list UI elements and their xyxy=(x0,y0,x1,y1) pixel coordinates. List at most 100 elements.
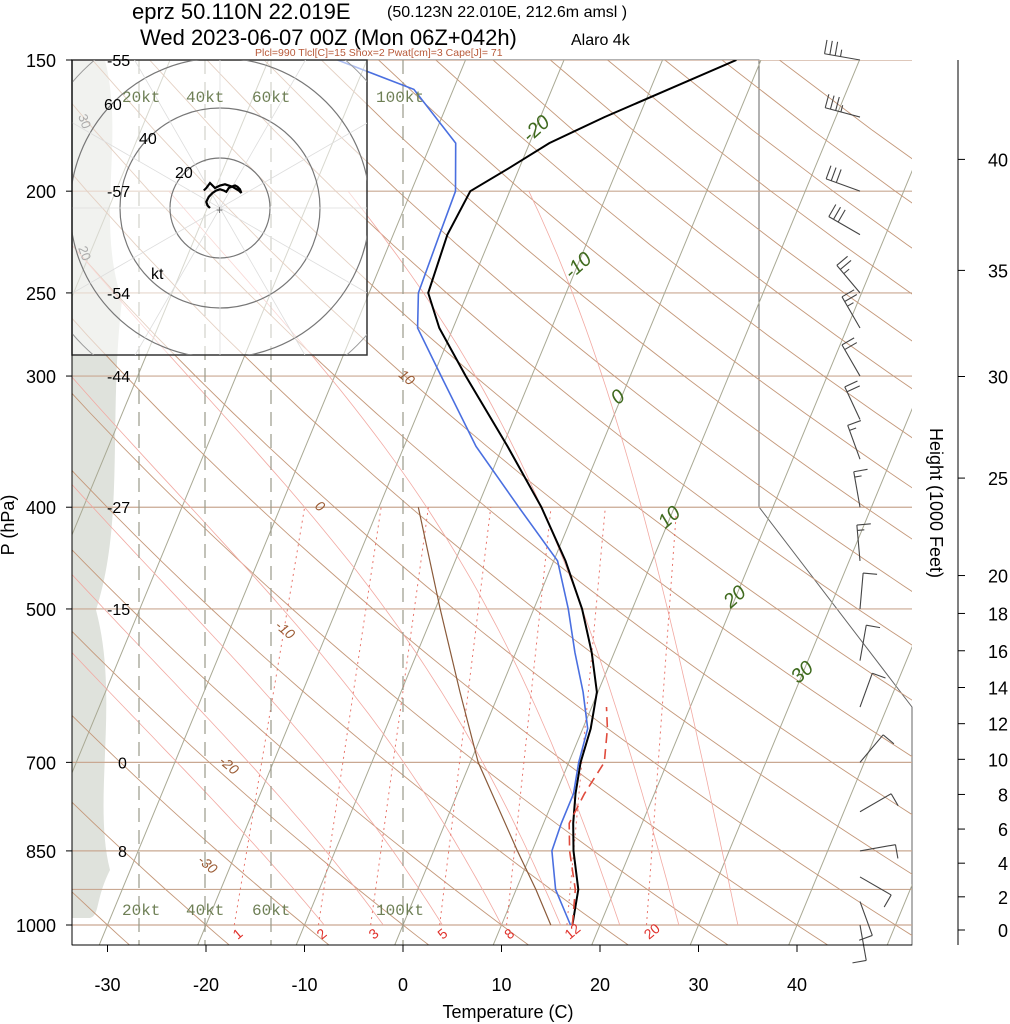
sounding-profiles xyxy=(337,60,737,926)
barb-staff xyxy=(859,673,873,708)
pressure-tick-label: 200 xyxy=(26,182,56,202)
chart-title-location: (50.123N 22.010E, 212.6m amsl ) xyxy=(387,4,627,21)
height-tick-label: 16 xyxy=(988,642,1008,662)
wind-barb xyxy=(844,380,861,420)
bottom-speed-label: 100kt xyxy=(376,902,424,920)
barb-half-flag xyxy=(854,475,862,478)
x-tick-label: 30 xyxy=(688,975,708,995)
barb-staff xyxy=(859,734,884,763)
barb-flag xyxy=(835,96,840,111)
barb-flag xyxy=(837,209,846,223)
barb-flag xyxy=(841,289,855,298)
x-tick-label: -10 xyxy=(291,975,317,995)
mixing-ratio-line xyxy=(233,507,306,926)
barb-flag xyxy=(844,294,858,302)
height-tick-label: 4 xyxy=(998,854,1008,874)
hodograph-ring-label: 20 xyxy=(175,165,193,182)
barb-flag xyxy=(853,468,868,473)
bottom-speed-label: 40kt xyxy=(186,902,224,920)
moist-adiabat-line xyxy=(168,190,621,926)
dry-adiabat-line xyxy=(0,0,32,947)
wind-barb xyxy=(828,204,861,236)
wind-barb xyxy=(859,572,878,610)
barb-flag xyxy=(824,39,828,54)
dry-adiabat-line xyxy=(377,60,912,489)
mixing-ratio-line xyxy=(317,507,382,926)
wind-barb xyxy=(859,734,895,763)
barb-half-flag xyxy=(839,49,843,57)
hodograph-unit-label: kt xyxy=(151,266,164,283)
dry-adiabat-line xyxy=(72,801,230,945)
barb-staff xyxy=(856,525,861,561)
pressure-tick-label: 850 xyxy=(26,842,56,862)
isotherm-line xyxy=(197,60,565,945)
barb-staff xyxy=(859,901,873,936)
isotherm-line xyxy=(591,169,912,945)
isotherm-line xyxy=(394,60,762,945)
hodograph-top-speed-label: 20kt xyxy=(122,89,160,107)
bottom-speed-label: 60kt xyxy=(252,902,290,920)
bottom-speed-label: 20kt xyxy=(122,902,160,920)
dry-adiabat-line xyxy=(149,60,912,701)
height-tick-label: 30 xyxy=(988,367,1008,387)
mixing-ratio-line xyxy=(646,507,678,926)
level-temp-label: -54 xyxy=(107,286,130,303)
level-temp-label: 8 xyxy=(118,844,127,861)
wind-barb xyxy=(859,624,881,661)
dry-adiabat-line xyxy=(263,60,912,592)
pressure-tick-label: 700 xyxy=(26,753,56,773)
barb-flag xyxy=(847,420,862,426)
x-tick-label: 10 xyxy=(491,975,511,995)
barb-flag xyxy=(841,337,855,346)
hodograph-top-speed-label: 60kt xyxy=(252,89,290,107)
barb-flag xyxy=(833,206,841,220)
dry-adiabat-line xyxy=(320,60,912,540)
barb-flag xyxy=(836,255,848,266)
wind-barb xyxy=(859,793,899,813)
barb-half-flag xyxy=(843,268,850,275)
moist-adiabat-line xyxy=(72,483,443,926)
hodograph-trace xyxy=(203,181,243,209)
isotherm-line xyxy=(788,645,912,945)
barb-flag xyxy=(844,380,858,388)
barb-flag xyxy=(856,523,871,526)
series-dry-adiabat xyxy=(417,507,552,926)
barb-flag xyxy=(835,169,842,183)
height-tick-label: 12 xyxy=(988,715,1008,735)
wind-barb xyxy=(841,289,861,329)
x-tick-label: 0 xyxy=(398,975,408,995)
height-tick-label: 25 xyxy=(988,469,1008,489)
wind-barb xyxy=(847,420,862,460)
barb-staff xyxy=(859,573,864,610)
mixing-ratio-line xyxy=(370,507,429,926)
height-tick-label: 2 xyxy=(998,888,1008,908)
hodograph-origin-mark: + xyxy=(216,203,223,217)
wind-barb xyxy=(836,255,861,294)
dry-adiabat-line xyxy=(72,549,530,945)
barb-staff xyxy=(844,386,861,420)
barb-flag xyxy=(852,959,867,964)
dry-adiabat-line xyxy=(435,60,912,439)
series-temperature xyxy=(427,60,737,926)
wind-barb xyxy=(825,165,861,192)
barb-flag xyxy=(829,95,835,110)
hodograph-spoke xyxy=(219,207,306,355)
height-tick-label: 20 xyxy=(988,567,1008,587)
hodograph-top-speed-label: 100kt xyxy=(376,89,424,107)
height-tick-label: 10 xyxy=(988,750,1008,770)
hodograph-spoke xyxy=(72,122,221,209)
moist-adiabat-line xyxy=(72,652,325,926)
moist-adiabat-line xyxy=(347,190,680,926)
barb-flag xyxy=(894,844,899,859)
hodograph-top-speed-label: 40kt xyxy=(186,89,224,107)
barb-flag xyxy=(858,934,873,941)
dry-adiabat-line xyxy=(72,714,330,945)
barb-staff xyxy=(825,107,861,118)
pressure-tick-label: 400 xyxy=(26,498,56,518)
dry-adiabat-line xyxy=(492,60,912,390)
barb-half-flag xyxy=(847,302,854,307)
barb-staff xyxy=(824,53,861,61)
series-dewpoint xyxy=(337,60,589,926)
x-tick-label: 40 xyxy=(787,975,807,995)
